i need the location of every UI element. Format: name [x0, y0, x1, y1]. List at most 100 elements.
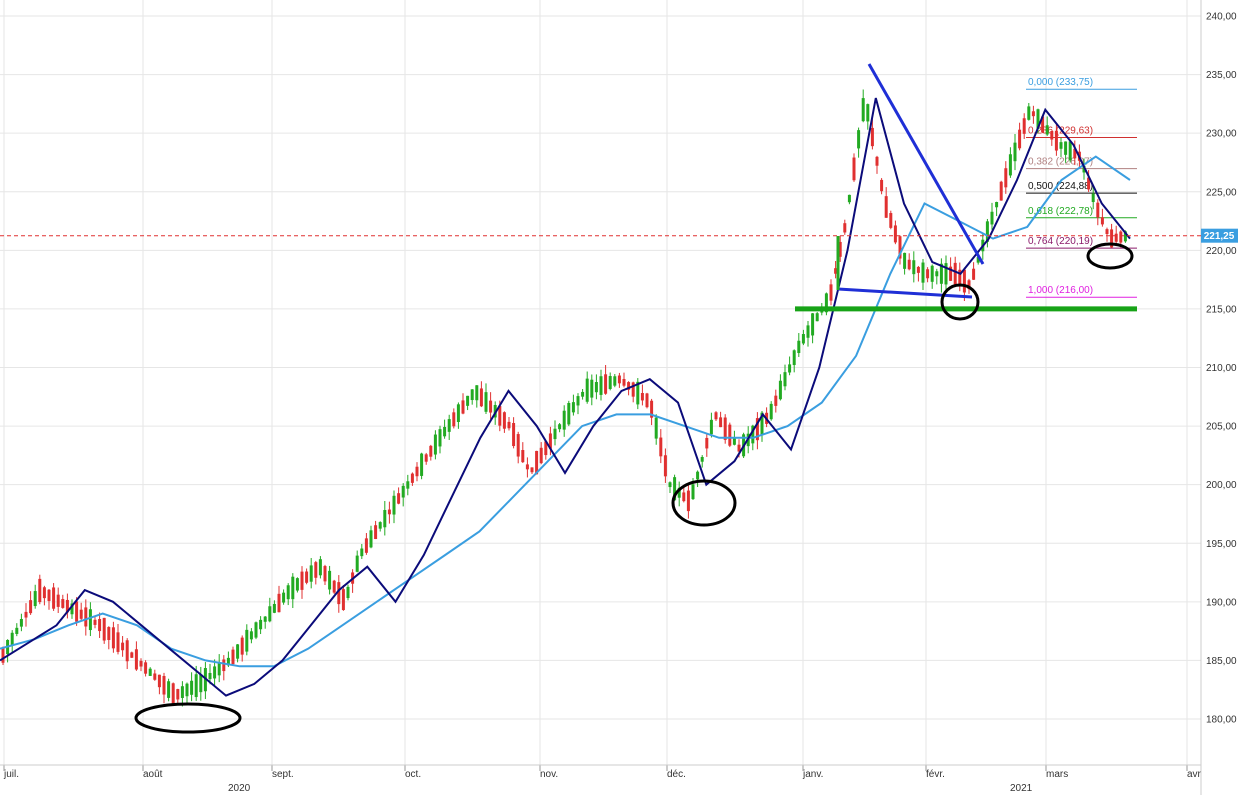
candle-body	[415, 466, 419, 477]
candle-body	[696, 471, 700, 480]
y-tick-label: 210,00	[1206, 363, 1237, 374]
fib-level-label: 0,382 (226,97)	[1028, 157, 1093, 168]
candle-body	[774, 395, 778, 406]
y-tick-label: 195,00	[1206, 539, 1237, 550]
candle-body	[1064, 141, 1068, 155]
candle-body	[392, 495, 396, 515]
candle-body	[1013, 142, 1017, 162]
candle-body	[719, 417, 723, 428]
candle-body	[217, 662, 221, 676]
candle-body	[530, 467, 534, 473]
x-tick-label: avr	[1187, 769, 1202, 780]
candle-body	[535, 450, 539, 475]
candle-body	[369, 530, 373, 548]
candle-body	[691, 484, 695, 500]
candle-body	[475, 385, 479, 401]
candle-body	[134, 649, 138, 670]
candle-body	[944, 263, 948, 285]
candle-body	[277, 593, 281, 613]
candle-body	[153, 673, 157, 680]
candle-body	[1100, 217, 1104, 225]
candle-body	[995, 202, 999, 208]
fibonacci-levels: 0,000 (233,75) 0,236 (229,63) 0,382 (226,9…	[1026, 77, 1137, 298]
candle-body	[328, 570, 332, 590]
candle-body	[769, 403, 773, 420]
candle-body	[10, 632, 14, 646]
year-label: 2020	[228, 783, 251, 794]
x-tick-label: févr.	[926, 769, 945, 780]
x-tick-label: mars	[1046, 769, 1068, 780]
candle-body	[870, 127, 874, 147]
candle-body	[916, 266, 920, 273]
fib-level-label: 0,000 (233,75)	[1028, 77, 1093, 88]
candle-body	[1119, 231, 1123, 243]
candle-body	[98, 619, 102, 632]
candle-body	[958, 269, 962, 286]
candle-body	[38, 578, 42, 603]
horizontal-gridlines	[0, 15, 1201, 720]
candle-body	[686, 490, 690, 512]
candle-body	[19, 618, 23, 627]
candle-body	[341, 589, 345, 611]
august-low-circle	[134, 702, 242, 734]
candle-body	[1105, 229, 1109, 235]
candle-body	[360, 548, 364, 557]
candle-body	[199, 674, 203, 693]
candle-body	[401, 485, 405, 498]
candle-body	[24, 611, 28, 618]
candle-body	[709, 419, 713, 435]
candle-body	[305, 571, 309, 583]
candle-body	[585, 378, 589, 402]
candle-body	[893, 225, 897, 243]
candle-body	[912, 260, 916, 275]
candle-body	[424, 454, 428, 462]
candle-body	[834, 268, 838, 274]
candle-body	[857, 130, 861, 149]
candle-body	[240, 637, 244, 655]
candle-body	[847, 194, 851, 203]
candle-body	[314, 562, 318, 578]
candle-body	[553, 428, 557, 440]
candle-body	[111, 627, 115, 649]
candle-body	[116, 632, 120, 652]
candle-body	[1008, 154, 1012, 176]
candle-body	[627, 382, 631, 390]
candle-body	[999, 181, 1003, 201]
candle-body	[1087, 177, 1091, 190]
candle-body	[429, 445, 433, 457]
y-tick-label: 185,00	[1206, 656, 1237, 667]
y-tick-label: 235,00	[1206, 70, 1237, 81]
year-label: 2021	[1010, 783, 1033, 794]
candle-body	[778, 380, 782, 400]
candle-body	[907, 259, 911, 270]
candle-body	[84, 607, 88, 627]
march-low-circle	[1086, 242, 1134, 270]
candle-body	[613, 376, 617, 386]
candle-body	[1036, 109, 1040, 129]
candle-body	[502, 412, 506, 429]
candle-body	[180, 686, 184, 698]
candle-body	[723, 417, 727, 440]
candle-body	[332, 580, 336, 593]
candle-body	[15, 627, 19, 634]
candle-body	[236, 644, 240, 659]
candle-body	[479, 388, 483, 407]
candle-body	[245, 629, 249, 652]
candle-body	[967, 280, 971, 290]
candle-body	[976, 257, 980, 263]
candle-body	[1050, 131, 1054, 140]
candle-body	[521, 450, 525, 463]
x-tick-label: nov.	[540, 769, 558, 780]
candle-body	[185, 683, 189, 697]
y-tick-label: 205,00	[1206, 422, 1237, 433]
moving-average-short	[0, 97, 1131, 697]
fib-level-label: 0,764 (220,19)	[1028, 236, 1093, 247]
candle-body	[838, 241, 842, 257]
y-tick-label: 200,00	[1206, 480, 1237, 491]
fib-level-label: 0,236 (229,63)	[1028, 126, 1093, 137]
candle-body	[346, 586, 350, 599]
candle-body	[56, 594, 60, 607]
x-tick-label: déc.	[667, 769, 686, 780]
candle-body	[843, 223, 847, 233]
candle-body	[1123, 231, 1127, 242]
